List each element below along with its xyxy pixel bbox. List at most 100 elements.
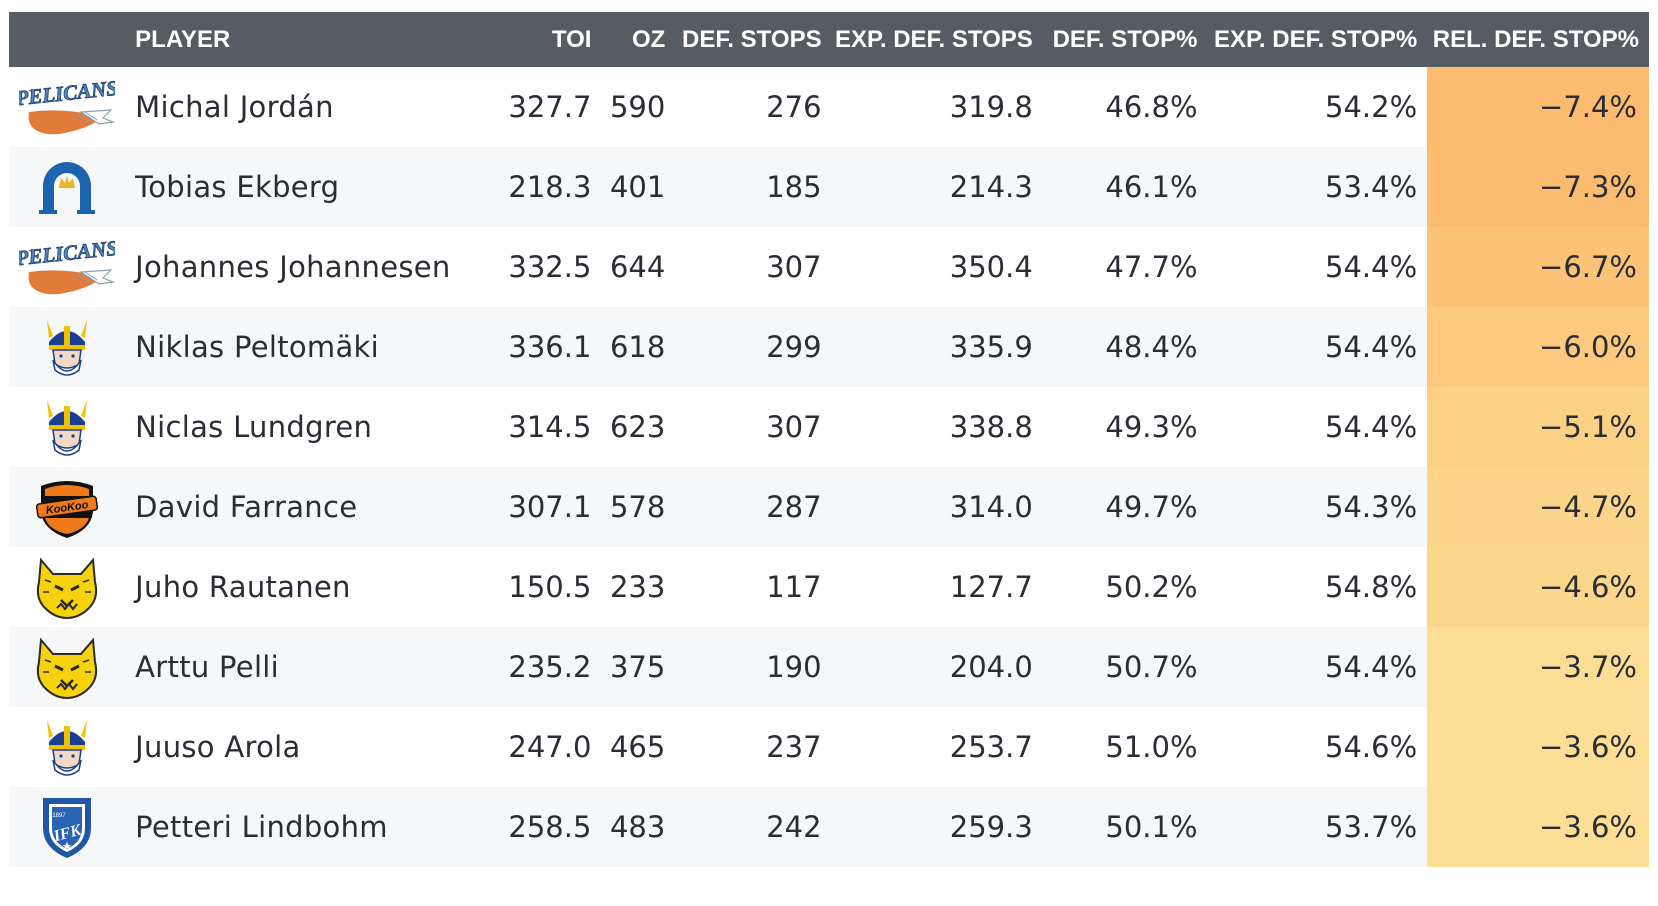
player-name[interactable]: Johannes Johannesen <box>135 250 451 284</box>
header-def-stop-pct[interactable]: DEF. STOP% <box>1052 25 1198 53</box>
defensive-stops-table: PLAYER TOI OZ DEF. STOPS EXP. DEF. STOPS… <box>9 12 1649 867</box>
oz-value: 483 <box>609 810 666 844</box>
player-name[interactable]: Arttu Pelli <box>135 650 280 684</box>
ifk-shield-logo-icon: 1897 IFK <box>19 792 115 862</box>
def-stops-value: 242 <box>766 810 822 844</box>
rel-def-stop-pct-value: −4.6% <box>1427 547 1649 627</box>
oz-value: 401 <box>609 170 666 204</box>
team-logo-cell <box>9 707 125 787</box>
exp-def-stop-pct-value: 54.4% <box>1325 650 1418 684</box>
pelicans-logo-icon: PELICANS <box>19 72 116 142</box>
exp-def-stop-pct-value: 54.8% <box>1325 570 1418 604</box>
exp-def-stop-pct-value: 54.2% <box>1325 90 1418 124</box>
exp-def-stops-value: 259.3 <box>949 810 1033 844</box>
toi-value: 258.5 <box>508 810 592 844</box>
oz-value: 465 <box>609 730 666 764</box>
oz-value: 233 <box>609 570 666 604</box>
svg-text:KooKoo: KooKoo <box>45 499 89 517</box>
rel-def-stop-pct-value: −3.6% <box>1427 787 1649 867</box>
def-stop-pct-value: 50.1% <box>1105 810 1198 844</box>
header-rel-def-stop-pct[interactable]: REL. DEF. STOP% <box>1432 25 1639 53</box>
svg-text:1897: 1897 <box>52 813 66 819</box>
player-name[interactable]: Juuso Arola <box>135 730 301 764</box>
toi-value: 307.1 <box>508 490 592 524</box>
oz-value: 578 <box>609 490 666 524</box>
toi-value: 235.2 <box>508 650 592 684</box>
rel-def-stop-pct-value: −3.6% <box>1427 707 1649 787</box>
table-row: KooKoo David Farrance 307.1 578 287 314.0 49.… <box>9 467 1649 547</box>
def-stop-pct-value: 50.7% <box>1105 650 1198 684</box>
def-stop-pct-value: 47.7% <box>1105 250 1198 284</box>
exp-def-stops-value: 335.9 <box>949 330 1033 364</box>
toi-value: 247.0 <box>508 730 592 764</box>
table-row: 1897 IFK Petteri Lindbohm 258.5 483 242 259.… <box>9 787 1649 867</box>
table-row: Arttu Pelli 235.2 375 190 204.0 50.7% 54.4% −3.… <box>9 627 1649 707</box>
rel-def-stop-pct-value: −6.0% <box>1427 307 1649 387</box>
table-row: PELICANS Johannes Johannesen 332.5 644 307 3… <box>9 227 1649 307</box>
exp-def-stops-value: 214.3 <box>949 170 1033 204</box>
team-logo-cell <box>9 547 125 627</box>
def-stops-value: 307 <box>766 410 822 444</box>
toi-value: 327.7 <box>508 90 592 124</box>
def-stop-pct-value: 46.8% <box>1105 90 1198 124</box>
header-def-stops[interactable]: DEF. STOPS <box>682 25 822 53</box>
table-row: Juuso Arola 247.0 465 237 253.7 51.0% 54.6% −3.… <box>9 707 1649 787</box>
oz-value: 623 <box>609 410 666 444</box>
table-header-row: PLAYER TOI OZ DEF. STOPS EXP. DEF. STOPS… <box>9 12 1649 67</box>
viking-helmet-logo-icon <box>19 312 115 382</box>
player-name[interactable]: Petteri Lindbohm <box>135 810 388 844</box>
oz-value: 590 <box>609 90 666 124</box>
team-logo-cell: KooKoo <box>9 467 125 547</box>
svg-text:PELICANS: PELICANS <box>19 236 115 271</box>
exp-def-stops-value: 127.7 <box>949 570 1033 604</box>
player-name[interactable]: Niclas Lundgren <box>135 410 373 444</box>
player-name[interactable]: Juho Rautanen <box>135 570 351 604</box>
toi-value: 332.5 <box>508 250 592 284</box>
lynx-head-logo-icon <box>19 632 115 702</box>
kookoo-shield-logo-icon: KooKoo <box>19 472 115 542</box>
oz-value: 644 <box>609 250 666 284</box>
exp-def-stop-pct-value: 53.7% <box>1325 810 1418 844</box>
team-logo-cell: PELICANS <box>9 227 125 307</box>
header-exp-def-stops[interactable]: EXP. DEF. STOPS <box>834 25 1033 53</box>
oz-value: 375 <box>609 650 666 684</box>
def-stops-value: 185 <box>766 170 822 204</box>
def-stop-pct-value: 50.2% <box>1105 570 1198 604</box>
def-stops-value: 117 <box>766 570 822 604</box>
rel-def-stop-pct-value: −6.7% <box>1427 227 1649 307</box>
exp-def-stops-value: 314.0 <box>949 490 1033 524</box>
player-name[interactable]: Michal Jordán <box>135 90 334 124</box>
exp-def-stops-value: 350.4 <box>949 250 1033 284</box>
exp-def-stops-value: 253.7 <box>949 730 1033 764</box>
player-name[interactable]: David Farrance <box>135 490 358 524</box>
header-exp-def-stop-pct[interactable]: EXP. DEF. STOP% <box>1213 25 1418 53</box>
exp-def-stops-value: 338.8 <box>949 410 1033 444</box>
team-logo-cell: 1897 IFK <box>9 787 125 867</box>
table-row: PELICANS Michal Jordán 327.7 590 276 319.8 46… <box>9 67 1649 147</box>
header-oz[interactable]: OZ <box>631 25 666 53</box>
def-stop-pct-value: 49.7% <box>1105 490 1198 524</box>
svg-text:PELICANS: PELICANS <box>19 76 115 111</box>
rel-def-stop-pct-value: −4.7% <box>1427 467 1649 547</box>
def-stops-value: 299 <box>766 330 822 364</box>
exp-def-stop-pct-value: 54.4% <box>1325 330 1418 364</box>
pelicans-logo-icon: PELICANS <box>19 232 116 302</box>
table-row: Niklas Peltomäki 336.1 618 299 335.9 48.4% 54.… <box>9 307 1649 387</box>
toi-value: 336.1 <box>508 330 592 364</box>
table-row: Tobias Ekberg 218.3 401 185 214.3 46.1% 53.4% −… <box>9 147 1649 227</box>
toi-value: 218.3 <box>508 170 592 204</box>
viking-helmet-logo-icon <box>19 712 115 782</box>
team-logo-cell <box>9 387 125 467</box>
toi-value: 150.5 <box>508 570 592 604</box>
def-stops-value: 307 <box>766 250 822 284</box>
exp-def-stop-pct-value: 54.3% <box>1325 490 1418 524</box>
exp-def-stop-pct-value: 54.4% <box>1325 250 1418 284</box>
stats-table-container: PLAYER TOI OZ DEF. STOPS EXP. DEF. STOPS… <box>9 12 1649 867</box>
header-toi[interactable]: TOI <box>551 25 592 53</box>
rel-def-stop-pct-value: −3.7% <box>1427 627 1649 707</box>
player-name[interactable]: Tobias Ekberg <box>135 170 340 204</box>
player-name[interactable]: Niklas Peltomäki <box>135 330 379 364</box>
def-stop-pct-value: 51.0% <box>1105 730 1198 764</box>
header-player[interactable]: PLAYER <box>135 25 231 53</box>
def-stops-value: 237 <box>766 730 822 764</box>
